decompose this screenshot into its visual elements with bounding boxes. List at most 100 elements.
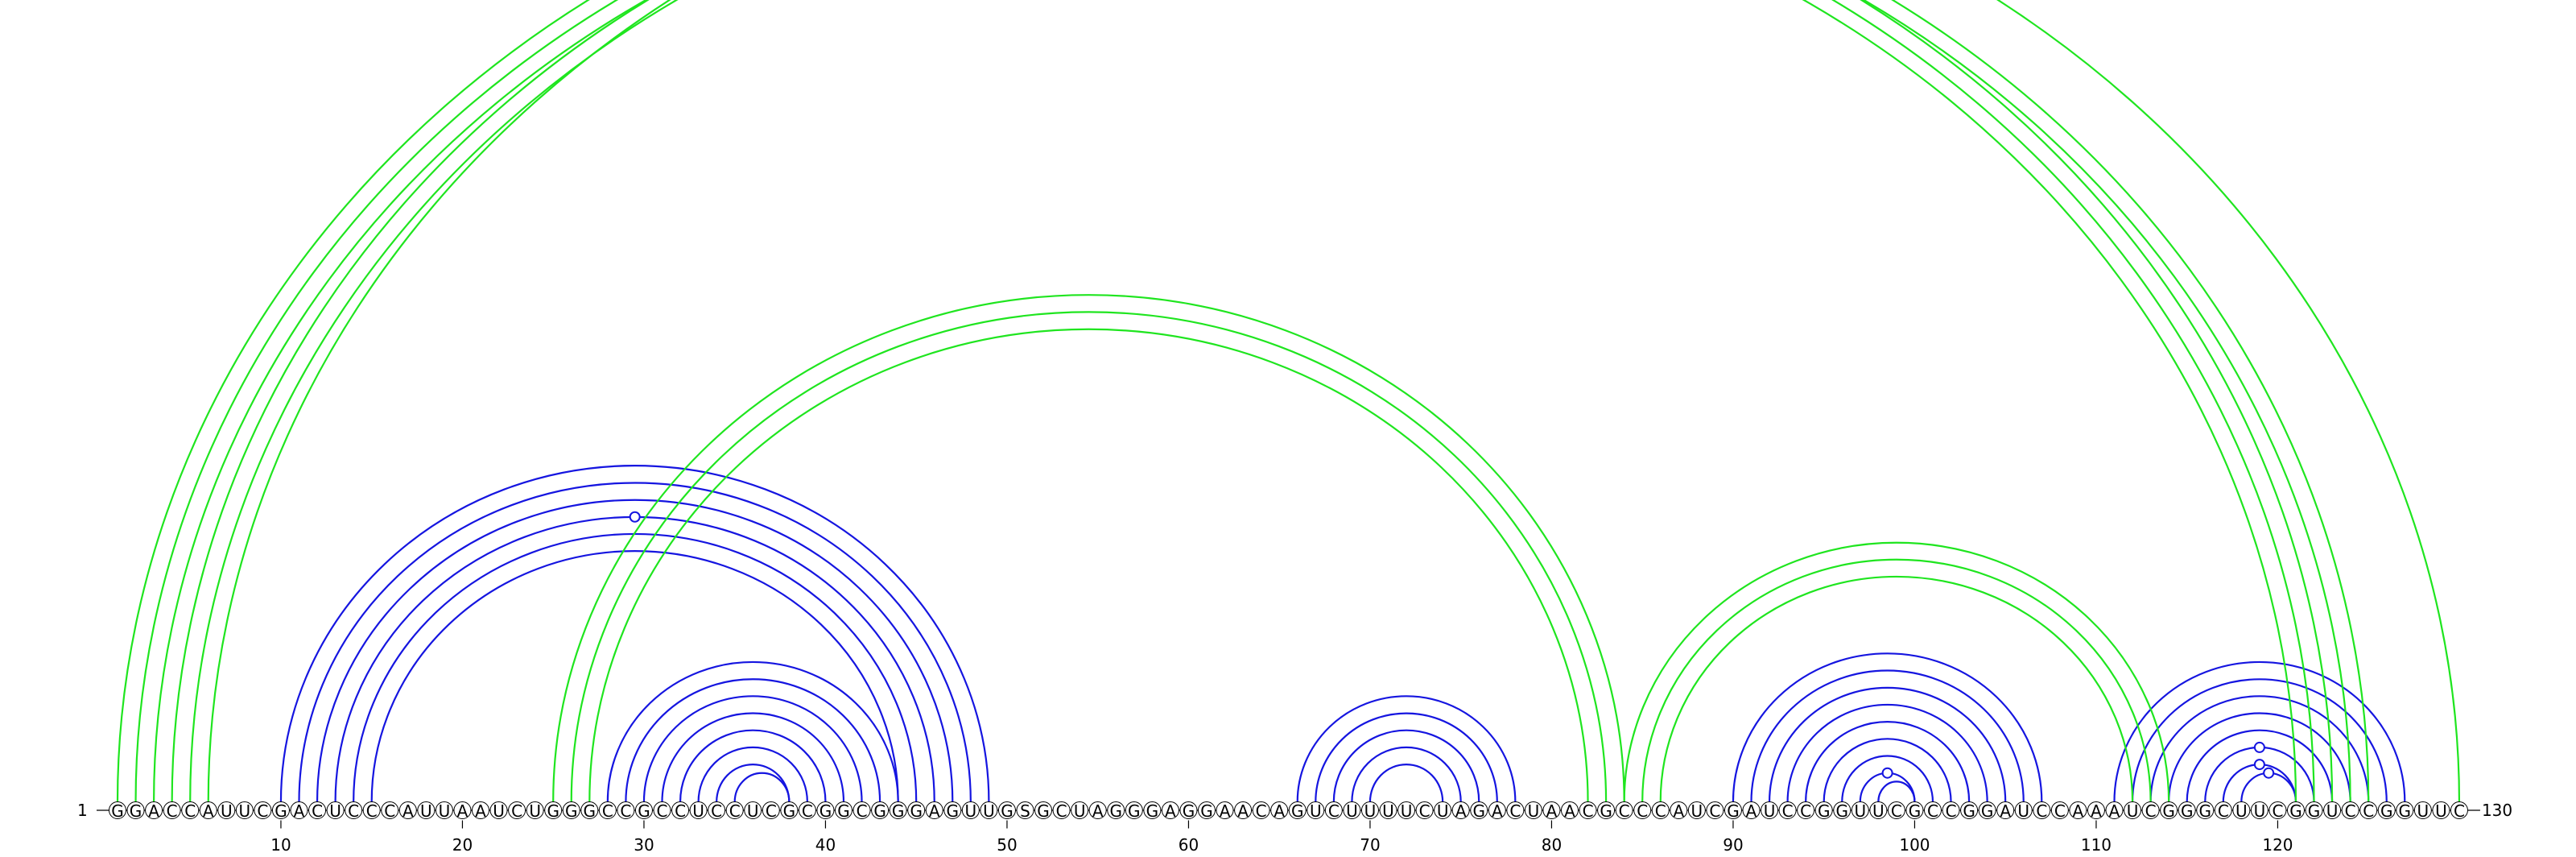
nucleotide: A	[1670, 801, 1688, 821]
nucleotide-letter: U	[2127, 801, 2139, 821]
nucleotide: C	[2341, 801, 2359, 821]
nucleotide-letter: G	[130, 801, 142, 821]
nucleotide: G	[1905, 801, 1924, 821]
nucleotide: G	[544, 801, 563, 821]
nucleotide-letter: G	[2199, 801, 2212, 821]
nucleotide: G	[1107, 801, 1125, 821]
nucleotide: G	[1034, 801, 1053, 821]
nucleotide-letter: U	[1764, 801, 1776, 821]
nucleotide: U	[980, 801, 998, 821]
nucleotide: A	[472, 801, 489, 821]
nucleotide: U	[961, 801, 980, 821]
nucleotide: A	[1996, 801, 2015, 821]
nucleotide: G	[1198, 801, 1216, 821]
nucleotide: C	[1887, 801, 1905, 821]
nucleotide: C	[653, 801, 671, 821]
blue-base-pair-arc	[316, 499, 954, 802]
nucleotide-letter: U	[1364, 801, 1377, 821]
nucleotide-letter: C	[1800, 801, 1811, 821]
nucleotide-letter: U	[1074, 801, 1086, 821]
nucleotide-letter: C	[2218, 801, 2229, 821]
nucleotide: U	[1687, 801, 1706, 821]
nucleotide: C	[1324, 801, 1343, 821]
nucleotide-letter: U	[1691, 801, 1703, 821]
nucleotide: G	[1978, 801, 1996, 821]
nucleotide-letter: A	[1092, 801, 1104, 821]
nucleotide-letter: U	[2326, 801, 2339, 821]
blue-base-pair-arc	[279, 465, 990, 802]
nucleotide: G	[1288, 801, 1307, 821]
nucleotide: U	[1071, 801, 1089, 821]
blue-arc-marker	[1881, 767, 1893, 779]
nucleotide-letter: C	[184, 801, 196, 821]
nucleotide: A	[1234, 801, 1253, 821]
nucleotide-letter: A	[1564, 801, 1575, 821]
nucleotide-letter: G	[2399, 801, 2412, 821]
nucleotide-letter: A	[2000, 801, 2011, 821]
nucleotide-letter: U	[2417, 801, 2429, 821]
blue-base-pair-arc	[733, 772, 791, 802]
blue-base-pair-arc	[1786, 703, 1988, 802]
nucleotide-letter: A	[1455, 801, 1467, 821]
nucleotide: G	[2160, 801, 2178, 821]
position-ticks: 10 20 30 40 50 60 70 80 90 100 110 120	[270, 820, 2293, 855]
nucleotide: G	[1814, 801, 1833, 821]
nucleotide-letter: A	[2109, 801, 2120, 821]
nucleotide-letter: C	[167, 801, 178, 821]
nucleotide: G	[907, 801, 926, 821]
nucleotide: U	[2014, 801, 2033, 821]
nucleotide-letter: G	[2181, 801, 2194, 821]
nucleotide: C	[1797, 801, 1815, 821]
nucleotide: U	[2124, 801, 2142, 821]
nucleotide-letter: G	[1128, 801, 1141, 821]
nucleotide-letter: A	[475, 801, 486, 821]
nucleotide-letter: C	[1328, 801, 1340, 821]
nucleotide-letter: A	[1237, 801, 1249, 821]
nucleotide: G	[580, 801, 599, 821]
tick-label: 30	[634, 835, 654, 855]
nucleotide: U	[1379, 801, 1397, 821]
nucleotide: C	[254, 801, 272, 821]
blue-base-pair-arc	[2168, 712, 2351, 802]
nucleotide-letter: C	[657, 801, 668, 821]
blue-base-pair-arc	[2131, 678, 2388, 802]
nucleotide-letter: U	[1528, 801, 1540, 821]
nucleotide-letter: C	[675, 801, 686, 821]
nucleotide: A	[1542, 801, 1561, 821]
nucleotide-letter: G	[1963, 801, 1975, 821]
nucleotide: C	[1651, 801, 1670, 821]
nucleotide-letter: G	[2308, 801, 2321, 821]
nucleotide-letter: C	[1891, 801, 1902, 821]
nucleotide: U	[2323, 801, 2342, 821]
nucleotide: G	[2287, 801, 2305, 821]
nucleotide: U	[235, 801, 254, 821]
nucleotide-letter: U	[1346, 801, 1358, 821]
blue-base-pair-arc	[625, 678, 881, 802]
nucleotide: C	[2033, 801, 2051, 821]
green-base-pair-arc	[570, 311, 1608, 802]
nucleotide: A	[290, 801, 308, 821]
nucleotide: U	[326, 801, 345, 821]
nucleotide: U	[744, 801, 762, 821]
nucleotide: A	[1561, 801, 1579, 821]
nucleotide-letter: C	[857, 801, 868, 821]
blue-base-pair-arc	[1296, 695, 1517, 802]
blue-base-pair-arc	[697, 746, 808, 802]
blue-base-pair-arc	[1351, 746, 1462, 802]
nucleotide-letter: C	[1637, 801, 1648, 821]
nucleotide-letter: U	[2235, 801, 2248, 821]
nucleotide: C	[1506, 801, 1525, 821]
sequence-start-label: 1	[77, 801, 88, 820]
nucleotide-letter: A	[203, 801, 214, 821]
nucleotide: G	[2305, 801, 2323, 821]
nucleotide-letter: C	[802, 801, 813, 821]
green-base-pair-arc	[1623, 541, 2170, 802]
nucleotide: U	[417, 801, 436, 821]
nucleotide-letter: C	[2036, 801, 2047, 821]
nucleotide: U	[1869, 801, 1888, 821]
green-arcs	[116, 0, 2461, 802]
nucleotide-letter: C	[384, 801, 395, 821]
nucleotide-letter: C	[1419, 801, 1430, 821]
nucleotide: G	[1833, 801, 1852, 821]
nucleotide-letter: C	[2363, 801, 2374, 821]
